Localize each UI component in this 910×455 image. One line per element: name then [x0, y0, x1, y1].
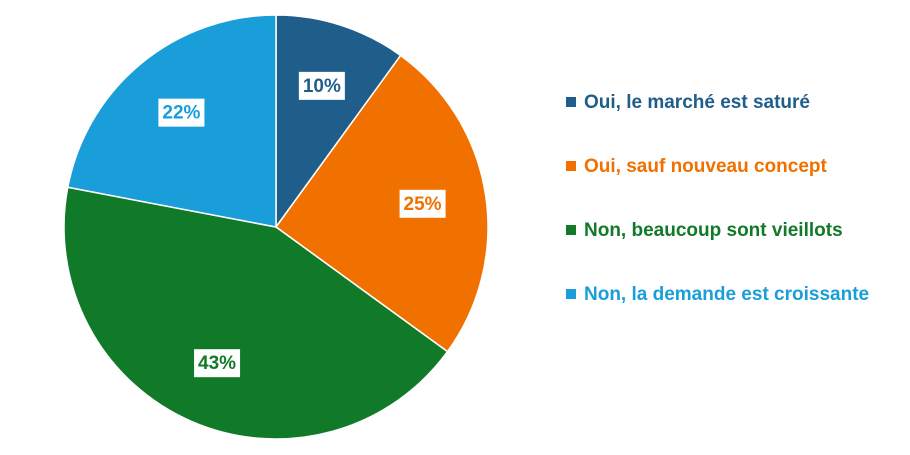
legend-item-non-beaucoup-sont-vieillots: Non, beaucoup sont vieillots — [566, 220, 843, 241]
legend-swatch-oui-le-marche-est-sature — [566, 97, 576, 107]
data-label-box-non-la-demande-est-croissante — [158, 98, 205, 127]
legend-label-oui-sauf-nouveau-concept: Oui, sauf nouveau concept — [584, 156, 827, 177]
legend-label-non-la-demande-est-croissante: Non, la demande est croissante — [584, 284, 869, 305]
legend-item-non-la-demande-est-croissante: Non, la demande est croissante — [566, 284, 869, 305]
data-label-box-oui-sauf-nouveau-concept — [399, 189, 446, 218]
legend-item-oui-le-marche-est-sature: Oui, le marché est saturé — [566, 92, 810, 113]
pie-slice-labels: 10% 25% 43% 22% — [158, 71, 446, 378]
legend-swatch-non-beaucoup-sont-vieillots — [566, 225, 576, 235]
data-label-oui-le-marche-est-sature: 10% — [303, 76, 341, 97]
data-label-non-la-demande-est-croissante: 22% — [162, 103, 200, 124]
legend-swatch-oui-sauf-nouveau-concept — [566, 161, 576, 171]
pie-slice-oui-le-marche-est-sature — [275, 14, 402, 228]
data-label-oui-sauf-nouveau-concept: 25% — [404, 194, 442, 215]
legend: Oui, le marché est saturé Oui, sauf nouve… — [566, 92, 869, 305]
legend-label-oui-le-marche-est-sature: Oui, le marché est saturé — [584, 92, 810, 113]
pie-slice-oui-sauf-nouveau-concept — [275, 54, 489, 353]
pie-slice-non-beaucoup-sont-vieillots — [63, 186, 449, 440]
pie-slices — [63, 14, 489, 440]
legend-label-non-beaucoup-sont-vieillots: Non, beaucoup sont vieillots — [584, 220, 843, 241]
data-label-box-non-beaucoup-sont-vieillots — [194, 349, 241, 378]
legend-item-oui-sauf-nouveau-concept: Oui, sauf nouveau concept — [566, 156, 827, 177]
data-label-non-beaucoup-sont-vieillots: 43% — [198, 353, 236, 374]
legend-swatch-non-la-demande-est-croissante — [566, 289, 576, 299]
data-label-box-oui-le-marche-est-sature — [298, 71, 345, 100]
